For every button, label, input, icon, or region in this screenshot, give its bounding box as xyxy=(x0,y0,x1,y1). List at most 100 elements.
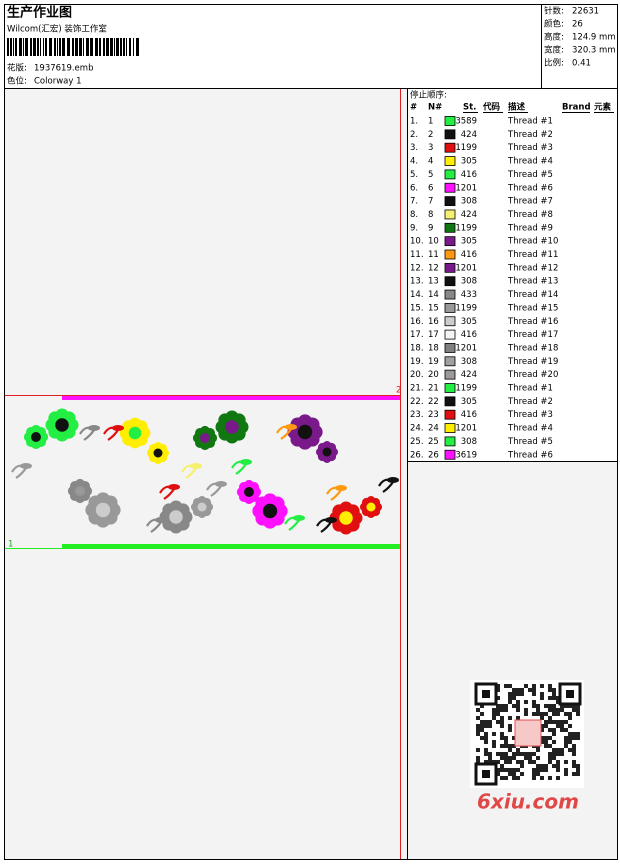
qr-cell xyxy=(516,760,520,764)
qr-cell xyxy=(560,728,564,732)
row-stitches: 308 xyxy=(461,197,477,207)
qr-cell xyxy=(532,704,536,708)
flower-center xyxy=(297,424,313,440)
flower-center xyxy=(128,426,142,440)
qr-cell xyxy=(548,720,552,724)
qr-cell xyxy=(504,756,508,760)
flower-center xyxy=(55,418,69,432)
qr-cell xyxy=(536,768,540,772)
qr-cell xyxy=(516,708,520,712)
barcode-bar xyxy=(72,38,74,56)
color-swatch xyxy=(444,196,456,207)
flower-center xyxy=(75,486,85,496)
qr-cell xyxy=(492,760,496,764)
row-index: 5. xyxy=(410,170,418,180)
row-number: 5 xyxy=(428,170,433,180)
qr-cell xyxy=(516,748,520,752)
barcode-bar xyxy=(106,38,109,56)
row-description: Thread #5 xyxy=(507,170,553,180)
qr-cell xyxy=(516,692,520,696)
row-description: Thread #20 xyxy=(507,370,558,380)
qr-cell xyxy=(504,752,508,756)
qr-cell xyxy=(484,724,488,728)
flower-center xyxy=(322,447,332,457)
row-index: 13. xyxy=(410,277,424,287)
qr-cell xyxy=(560,752,564,756)
row-stitches: 424 xyxy=(461,210,477,220)
barcode-bar xyxy=(57,38,58,56)
row-description: Thread #9 xyxy=(507,223,553,233)
barcode-bar xyxy=(99,38,101,56)
column-header: Brand xyxy=(562,103,591,113)
row-number: 21 xyxy=(428,384,439,394)
qr-cell xyxy=(544,712,548,716)
qr-cell xyxy=(488,756,492,760)
qr-cell xyxy=(552,740,556,744)
design-label: 花版: xyxy=(7,63,27,74)
row-stitches: 424 xyxy=(461,130,477,140)
qr-cell xyxy=(548,728,552,732)
qr-cell xyxy=(556,776,560,780)
leaf xyxy=(335,485,347,491)
qr-cell xyxy=(516,768,520,772)
row-stitches: 433 xyxy=(461,290,477,300)
qr-cell xyxy=(548,756,552,760)
row-stitches: 1199 xyxy=(455,223,477,233)
barcode-bar xyxy=(67,38,70,56)
row-description: Thread #1 xyxy=(507,384,553,394)
row-index: 15. xyxy=(410,303,424,313)
qr-cell xyxy=(528,752,532,756)
qr-cell xyxy=(568,736,572,740)
qr-cell xyxy=(508,768,512,772)
leaf xyxy=(20,463,32,469)
color-swatch xyxy=(444,356,456,367)
qr-finder-dot xyxy=(482,770,490,778)
row-index: 1. xyxy=(410,117,418,127)
row-stitches: 416 xyxy=(461,410,477,420)
row-index: 9. xyxy=(410,223,418,233)
barcode-bar xyxy=(13,38,14,56)
qr-cell xyxy=(476,732,480,736)
qr-cell xyxy=(500,736,504,740)
qr-cell xyxy=(548,684,552,688)
qr-cell xyxy=(536,712,540,716)
color-swatch xyxy=(444,156,456,166)
row-stitches: 1201 xyxy=(455,263,477,273)
color-swatch xyxy=(444,409,456,420)
qr-cell xyxy=(496,768,500,772)
row-stitches: 424 xyxy=(461,370,477,380)
row-index: 18. xyxy=(410,343,424,353)
barcode-bar xyxy=(54,38,56,56)
color-swatch xyxy=(444,449,456,460)
sequence-table: # N# St. 代码 描述 Brand 元素1. 1 3589 Thread #12. 2 424 T… xyxy=(410,102,614,460)
color-swatch xyxy=(444,209,456,220)
qr-cell xyxy=(536,756,540,760)
qr-cell xyxy=(524,752,528,756)
qr-cell xyxy=(508,728,512,732)
qr-cell xyxy=(548,776,552,780)
barcode-bar xyxy=(83,38,84,56)
qr-cell xyxy=(480,704,484,708)
qr-cell xyxy=(556,712,560,716)
qr-cell xyxy=(508,760,512,764)
outer-border xyxy=(4,4,618,860)
qr-cell xyxy=(532,700,536,704)
row-number: 2 xyxy=(428,130,433,140)
qr-cell xyxy=(572,704,576,708)
column-header: 代码 xyxy=(482,102,501,113)
qr-cell xyxy=(552,696,556,700)
qr-cell xyxy=(564,704,568,708)
qr-cell xyxy=(504,704,508,708)
row-number: 25 xyxy=(428,437,439,447)
qr-cell xyxy=(556,724,560,728)
qr-cell xyxy=(512,704,516,708)
qr-cell xyxy=(560,720,564,724)
qr-cell xyxy=(484,748,488,752)
row-index: 17. xyxy=(410,330,424,340)
flower-center xyxy=(225,420,239,434)
qr-cell xyxy=(572,732,576,736)
flower-center xyxy=(366,502,376,512)
color-swatch xyxy=(444,383,456,393)
qr-cell xyxy=(556,760,560,764)
flower-center xyxy=(197,502,207,512)
